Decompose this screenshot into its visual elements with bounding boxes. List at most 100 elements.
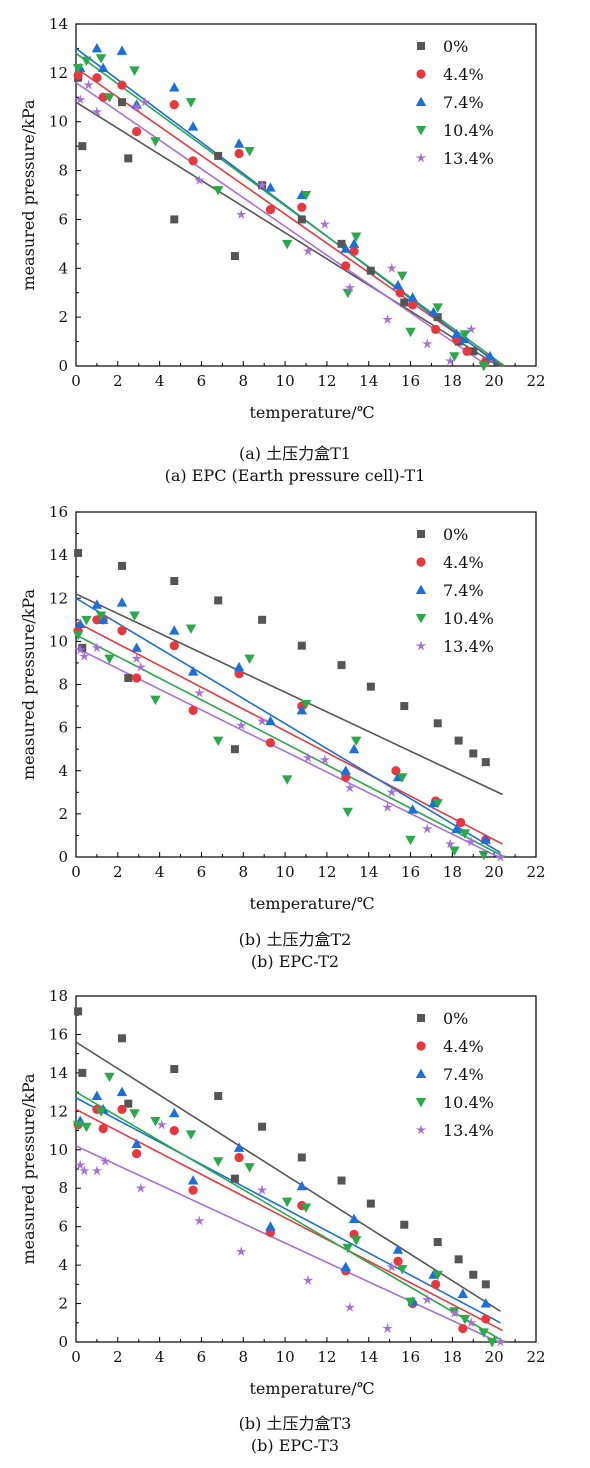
point-t3-series-2-7 [233, 1142, 245, 1152]
x-tick-label-t2-9: 18 [443, 863, 462, 881]
y-tick-label-t1-1: 2 [58, 308, 68, 326]
y-tick-label-t2-5: 10 [49, 632, 68, 650]
fit-line-t3-series-2 [75, 1097, 501, 1324]
x-tick-label-t3-9: 18 [443, 1348, 462, 1366]
y-tick-label-t2-0: 0 [58, 848, 68, 866]
point-t2-series-2-4 [131, 642, 142, 652]
legend-label-t2-4: 13.4% [443, 637, 494, 656]
point-t1-series-0-10 [366, 266, 375, 275]
y-tick-label-t1-6: 12 [49, 64, 68, 82]
point-t3-series-0-11 [400, 1220, 409, 1229]
point-t2-series-3-4 [129, 611, 140, 621]
caption-en-t1: (a) EPC (Earth pressure cell)-T1 [164, 466, 426, 485]
point-t3-series-3-7 [212, 1157, 224, 1167]
chart-t3-svg: 0 2 4 6 8 10 12 14 16 18 20 22 0 2 4 6 8 10 12 14 16 18 temper… [19, 987, 546, 1398]
point-t2-series-2-11 [348, 743, 360, 754]
legend-marker-t2-1 [416, 557, 426, 567]
point-t3-series-3-1 [81, 1122, 92, 1133]
point-t3-series-4-7 [235, 1246, 247, 1257]
x-tick-label-t3-0: 0 [71, 1348, 81, 1366]
x-axis-label-t2: temperature/℃ [249, 894, 374, 913]
point-t3-series-4-4 [135, 1182, 147, 1193]
point-t3-series-0-13 [454, 1255, 463, 1264]
point-t2-series-0-2 [118, 561, 126, 570]
point-t3-series-2-5 [169, 1107, 180, 1118]
y-tick-label-t3-4: 8 [58, 1179, 68, 1197]
caption-en-t2: (b) EPC-T2 [250, 952, 340, 971]
point-t2-series-4-6 [235, 719, 247, 730]
point-t2-series-0-1 [78, 643, 87, 652]
point-t2-series-0-8 [297, 641, 306, 650]
point-t1-series-1-6 [188, 156, 198, 166]
x-tick-label-t1-4: 8 [238, 372, 248, 390]
point-t2-series-1-10 [341, 772, 351, 782]
point-t3-series-4-14 [449, 1307, 460, 1318]
point-t2-series-2-3 [116, 597, 128, 607]
point-t3-series-1-7 [234, 1152, 244, 1163]
point-t2-series-2-9 [296, 704, 308, 715]
point-t3-series-3-5 [150, 1116, 161, 1127]
point-t1-series-0-11 [400, 298, 409, 307]
point-t1-series-2-6 [187, 121, 199, 131]
point-t2-series-4-1 [79, 650, 90, 661]
y-axis-label-t2: measured pressure/kPa [19, 589, 38, 780]
point-t1-series-2-7 [233, 138, 245, 148]
x-tick-label-t3-4: 8 [238, 1348, 248, 1366]
fit-line-t1-series-4 [75, 81, 489, 367]
point-t1-series-2-17 [484, 350, 496, 361]
y-tick-label-t2-4: 8 [58, 676, 68, 694]
y-tick-label-t2-2: 4 [58, 762, 68, 780]
point-t3-series-3-12 [350, 1236, 362, 1246]
y-tick-label-t1-4: 8 [58, 162, 68, 180]
legend-marker-t1-0 [417, 42, 425, 50]
point-t3-series-4-5 [156, 1119, 167, 1130]
legend-label-t2-1: 4.4% [443, 553, 484, 572]
point-t1-series-4-6 [235, 209, 247, 219]
point-t1-series-2-12 [392, 279, 404, 290]
caption-en-t3: (b) EPC-T3 [250, 1436, 340, 1455]
point-t2-series-3-3 [104, 654, 115, 665]
point-t1-series-3-10 [300, 191, 312, 201]
point-t2-series-3-14 [405, 835, 416, 846]
point-t2-series-2-10 [340, 765, 351, 775]
y-axis-label-t3: measured pressure/kPa [19, 1073, 38, 1264]
point-t1-series-2-15 [451, 328, 462, 339]
point-t3-series-3-10 [300, 1203, 312, 1213]
point-t2-series-4-2 [91, 642, 103, 653]
point-t2-series-2-13 [407, 804, 418, 814]
point-t1-series-3-2 [95, 54, 107, 64]
point-t3-series-4-11 [382, 1323, 393, 1333]
point-t1-series-3-7 [212, 186, 224, 196]
x-tick-label-t1-3: 6 [197, 372, 207, 390]
point-t3-series-3-18 [478, 1328, 489, 1338]
y-tick-label-t3-6: 12 [49, 1102, 68, 1120]
point-t1-series-3-16 [449, 352, 460, 362]
x-tick-label-t1-5: 10 [276, 372, 295, 390]
point-t2-series-4-14 [445, 838, 456, 849]
point-t3-series-1-4 [132, 1149, 142, 1159]
x-tick-label-t1-10: 20 [485, 372, 504, 390]
point-t3-series-4-0 [74, 1159, 86, 1170]
x-tick-label-t3-7: 14 [359, 1348, 378, 1366]
point-t1-series-0-9 [337, 239, 346, 248]
point-t3-series-3-9 [281, 1197, 293, 1208]
point-t3-series-4-9 [302, 1274, 314, 1285]
point-t1-series-4-0 [74, 94, 86, 105]
point-t3-series-0-14 [469, 1270, 478, 1279]
x-tick-label-t2-1: 2 [113, 863, 123, 881]
legend-marker-t3-2 [415, 1068, 427, 1078]
legend-label-t2-3: 10.4% [443, 609, 494, 628]
point-t3-series-3-2 [95, 1107, 107, 1117]
legend-marker-t2-3 [415, 614, 427, 624]
legend-label-t1-4: 13.4% [443, 149, 494, 168]
point-t1-series-4-10 [344, 282, 356, 293]
point-t1-series-3-15 [432, 303, 443, 313]
point-t1-series-0-12 [433, 313, 442, 322]
point-t1-series-3-17 [459, 330, 471, 340]
legend-label-t1-0: 0% [443, 37, 468, 56]
point-t1-series-2-10 [340, 243, 351, 253]
point-t2-series-3-13 [396, 773, 408, 783]
legend-marker-t1-1 [416, 69, 426, 79]
point-t1-series-0-2 [118, 98, 126, 107]
